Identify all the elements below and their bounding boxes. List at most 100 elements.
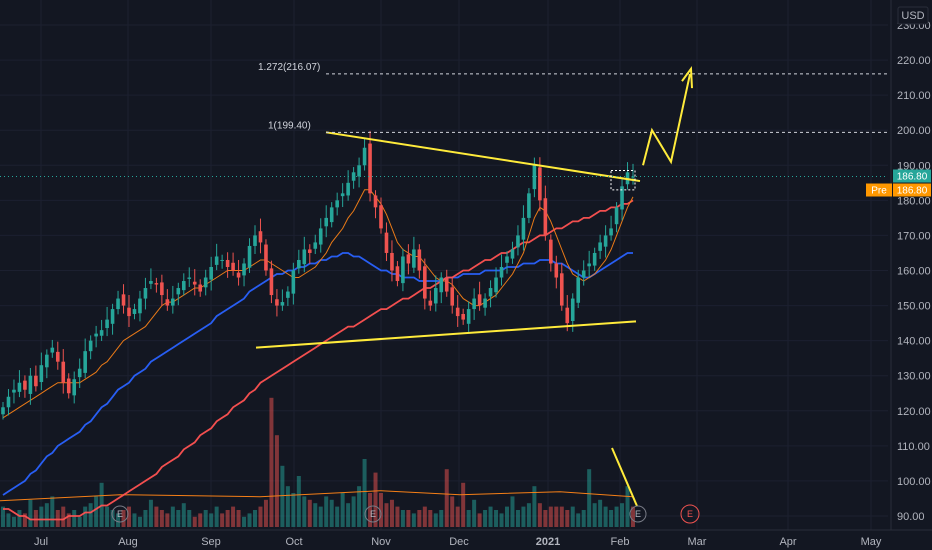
volume-bar (280, 465, 285, 527)
earnings-marker-1[interactable]: E (111, 505, 129, 523)
price-tick-label: 210.00 (897, 90, 931, 102)
volume-bar (340, 493, 345, 527)
candle-body (592, 252, 597, 266)
volume-bar (351, 496, 356, 527)
candle-body (258, 231, 263, 243)
moving-averages (2, 189, 634, 521)
earnings-marker-3[interactable]: E (629, 505, 647, 523)
candle-body (357, 165, 361, 177)
candle-body (110, 309, 115, 324)
volume-bar (477, 513, 482, 527)
earnings-marker-upcoming[interactable]: E (680, 504, 700, 524)
candle-body (297, 259, 301, 269)
candle-body (154, 283, 159, 285)
volume-bar (324, 496, 329, 527)
price-tick-label: 90.00 (897, 511, 925, 523)
volume-bar (236, 510, 241, 527)
volume-ma-line (0, 490, 634, 502)
candle-body (236, 272, 241, 278)
volume-bar (411, 513, 416, 527)
candle-body (1, 407, 5, 415)
earnings-icon: E (687, 509, 693, 519)
month-label: Nov (371, 536, 391, 548)
volume-bar (521, 506, 526, 527)
time-axis[interactable]: Jul Aug Sep Oct Nov Dec 2021 Feb Mar Apr May (0, 529, 932, 548)
volume-bar (6, 513, 11, 527)
volume-bar (389, 499, 394, 527)
candle-body (346, 182, 350, 196)
currency-badge[interactable]: USD (897, 6, 929, 25)
candle-body (165, 299, 170, 306)
candle-body (72, 379, 77, 396)
candle-body (395, 266, 400, 282)
candle-body (247, 245, 252, 268)
price-tick-label: 190.00 (897, 160, 931, 172)
volume-bar (428, 510, 433, 527)
candle-body (209, 266, 213, 280)
candle-body (318, 228, 323, 245)
volume-bar (505, 506, 509, 527)
volume-bar (181, 503, 186, 527)
triangle-lower-trendline (255, 320, 637, 349)
candle-body (587, 263, 591, 267)
volume-bar (88, 503, 93, 527)
volume-bar (576, 513, 581, 527)
candle-body (455, 307, 460, 317)
volume-bar (466, 510, 471, 527)
candle-body (291, 270, 296, 294)
candle-body (61, 361, 66, 383)
volume-bar (55, 510, 60, 527)
volume-bar (203, 510, 208, 527)
volume-bar (33, 510, 38, 527)
volume-bar (620, 503, 625, 527)
candle-body (160, 282, 164, 296)
candle-body (242, 263, 246, 276)
projection-arrowhead (681, 65, 693, 89)
moving-average-line (2, 189, 634, 419)
month-label: Dec (449, 536, 469, 548)
candle-body (253, 235, 257, 246)
candle-body (50, 347, 55, 353)
candle-body (340, 193, 345, 197)
volume-bar (548, 506, 553, 527)
candle-body (614, 207, 619, 225)
candle-body (516, 235, 520, 248)
currency-label: USD (901, 10, 924, 22)
candle-body (368, 143, 372, 194)
volume-bar (214, 506, 219, 527)
volume-bar (17, 510, 22, 527)
candle-body (554, 263, 559, 278)
volume-bar (373, 472, 378, 527)
volume-bar (176, 510, 181, 527)
volume-bar (22, 513, 27, 527)
earnings-marker-2[interactable]: E (364, 505, 382, 523)
candle-body (351, 172, 356, 181)
candle-body (510, 249, 515, 259)
volume-bar (357, 486, 362, 527)
candle-body (77, 368, 82, 378)
candle-body (373, 195, 378, 208)
candle-body (390, 252, 394, 271)
candle-body (521, 217, 526, 240)
candle-body (214, 256, 219, 265)
month-label: Apr (779, 536, 796, 548)
volume-bar (362, 459, 367, 527)
volume-bar (220, 513, 225, 527)
volume-bar (105, 506, 110, 527)
volume-trendline (611, 447, 638, 507)
candle-body (444, 277, 449, 292)
volume-bar (247, 513, 252, 527)
month-label: 2021 (536, 536, 560, 548)
candle-body (417, 249, 422, 271)
candle-body (472, 298, 476, 310)
candle-body (99, 330, 104, 336)
volume-bar (581, 510, 586, 527)
candle-body (401, 256, 405, 284)
volume-bar (499, 513, 504, 527)
volume-bar (50, 496, 55, 527)
drawings[interactable] (0, 65, 888, 507)
volume-bar (565, 510, 570, 527)
volume-bar (121, 510, 126, 527)
candle-body (329, 207, 334, 223)
